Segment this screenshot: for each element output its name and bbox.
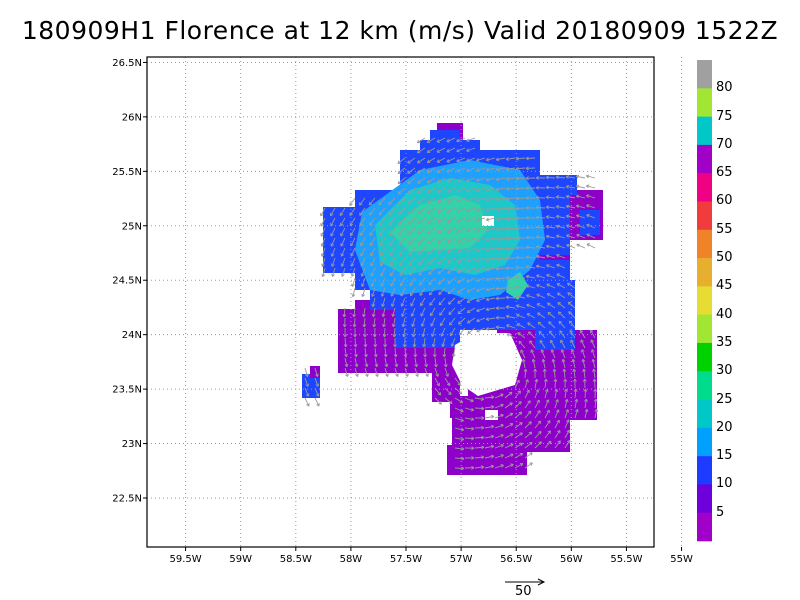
colorbar-segment (697, 88, 712, 117)
colorbar-label: 20 (716, 419, 733, 435)
colorbar-label: 10 (716, 476, 733, 492)
colorbar-segment (697, 173, 712, 202)
colorbar-segment (697, 201, 712, 231)
colorbar-segment (697, 144, 712, 174)
colorbar-label: 25 (716, 391, 733, 407)
colorbar-label: 40 (716, 306, 733, 322)
wind-vectors (304, 137, 599, 471)
map-title: 180909H1 Florence at 12 km (m/s) Valid 2… (21, 16, 779, 45)
lon-tick-label: 57W (450, 554, 473, 565)
lon-tick-label: 59.5W (169, 554, 201, 565)
colorbar-label: 30 (716, 363, 733, 379)
lon-tick-label: 55.5W (610, 554, 642, 565)
lat-tick-label: 23N (122, 439, 142, 450)
lat-tick-label: 23.5N (112, 385, 142, 396)
lat-tick-label: 26N (122, 112, 142, 123)
colorbar-label: 5 (716, 504, 725, 520)
colorbar-label: 50 (716, 250, 733, 266)
teal-region (390, 195, 488, 252)
lon-tick-label: 56W (560, 554, 583, 565)
colorbar-segment (697, 512, 712, 542)
lon-tick-label: 58.5W (280, 554, 312, 565)
colorbar-segment (697, 399, 712, 429)
lat-tick-label: 25N (122, 221, 142, 232)
grid-lines (143, 57, 683, 551)
longitude-tick-labels: 59.5W 59W 58.5W 58W 57.5W 57W 56.5W 56W 55.5W 55W (169, 554, 692, 565)
colorbar-segment (697, 371, 712, 400)
colorbar-label: 75 (716, 108, 733, 124)
lon-tick-label: 57.5W (390, 554, 422, 565)
colorbar-segment (697, 314, 712, 344)
colorbar-label: 35 (716, 334, 733, 350)
colorbar-segment (697, 456, 712, 485)
colorbar-segment (697, 342, 712, 372)
plot-frame (146, 56, 655, 548)
colorbar-label: 45 (716, 278, 733, 294)
lat-tick-label: 26.5N (112, 58, 142, 69)
lon-tick-label: 58W (340, 554, 363, 565)
colorbar-label: 65 (716, 165, 733, 181)
lon-tick-label: 59W (229, 554, 252, 565)
colorbar-segment (697, 60, 712, 89)
colorbar-label: 55 (716, 221, 733, 237)
colorbar-segment (697, 258, 712, 287)
eye-region (452, 333, 522, 396)
colorbar-segment (697, 229, 712, 259)
latitude-tick-labels: 26.5N 26N 25.5N 25N 24.5N 24N 23.5N 23N 22.5N (112, 58, 142, 505)
colorbar-label: 70 (716, 136, 733, 152)
colorbar-segment (697, 484, 712, 514)
colorbar (697, 60, 712, 542)
reference-vector-label: 50 (515, 584, 532, 599)
colorbar-label: 80 (716, 80, 733, 96)
colorbar-label: 15 (716, 448, 733, 464)
lat-tick-label: 25.5N (112, 167, 142, 178)
lat-tick-label: 24N (122, 330, 142, 341)
lat-tick-label: 22.5N (112, 494, 142, 505)
colorbar-segment (697, 427, 712, 457)
colorbar-segment (697, 116, 712, 146)
colorbar-label: 60 (716, 193, 733, 209)
reference-vector (505, 578, 546, 586)
lon-tick-label: 56.5W (500, 554, 532, 565)
colorbar-segment (697, 286, 712, 315)
lon-tick-label: 55W (670, 554, 693, 565)
lat-tick-label: 24.5N (112, 276, 142, 287)
